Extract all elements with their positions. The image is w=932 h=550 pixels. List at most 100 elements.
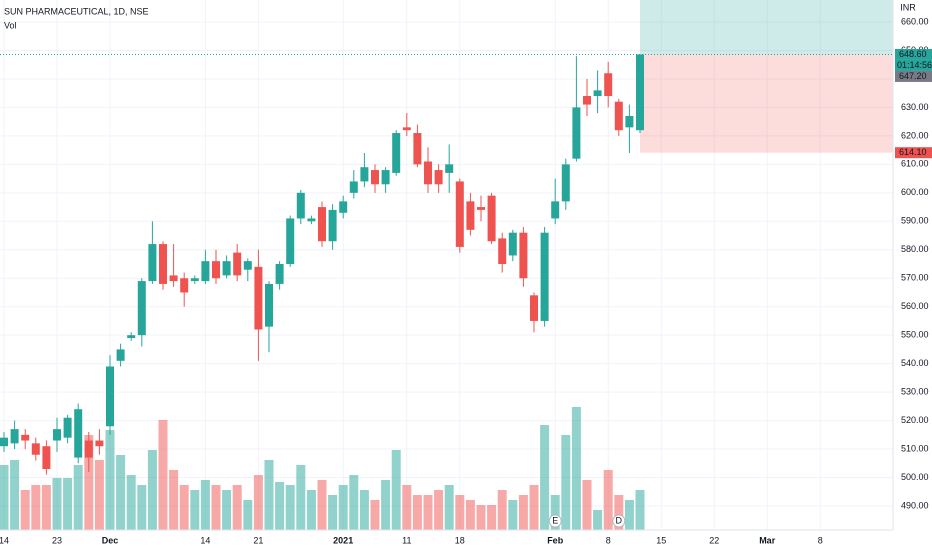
candle-body <box>212 261 220 279</box>
candle-body <box>159 244 167 284</box>
volume-bar <box>190 490 200 530</box>
candle-body <box>551 201 560 219</box>
candle-body <box>371 170 379 185</box>
y-tick-label: 550.00 <box>901 330 929 340</box>
candle-body <box>106 366 114 427</box>
candle-body <box>466 201 475 230</box>
x-tick-label: 8 <box>606 535 611 545</box>
x-tick-label: 15 <box>656 535 666 545</box>
candle-body <box>445 164 454 173</box>
volume-bar <box>116 455 126 530</box>
candle-body <box>360 167 369 182</box>
countdown-label: 01:14:56 <box>897 60 932 70</box>
candle-body <box>0 437 8 447</box>
candle-body <box>583 96 591 105</box>
candle-body <box>381 170 390 185</box>
y-tick-label: 600.00 <box>901 187 929 197</box>
volume-bar <box>137 485 147 530</box>
volume-bar <box>243 500 253 530</box>
price-tag-label: 648.60 <box>899 49 927 59</box>
candle-body <box>614 101 623 131</box>
volume-bar <box>465 500 475 530</box>
candle-body <box>137 281 146 336</box>
y-tick-label: 520.00 <box>901 415 929 425</box>
y-tick-label: 530.00 <box>901 386 929 396</box>
candle-body <box>190 278 199 282</box>
symbol-title: SUN PHARMACEUTICAL, 1D, NSE <box>4 6 149 16</box>
y-tick-label: 580.00 <box>901 244 929 254</box>
candle-body <box>424 161 432 185</box>
volume-bar <box>169 470 179 530</box>
volume-bar <box>349 475 359 530</box>
candle-body <box>318 207 326 242</box>
candle-body <box>286 218 295 264</box>
volume-bar <box>614 495 624 530</box>
candle-body <box>572 107 581 159</box>
candle-body <box>328 209 337 242</box>
volume-bar <box>476 505 486 530</box>
candle-body <box>434 170 443 185</box>
y-tick-label: 610.00 <box>901 159 929 169</box>
volume-bar <box>126 475 136 530</box>
candle-body <box>561 164 570 202</box>
x-tick-label: Feb <box>547 535 564 545</box>
volume-bar <box>84 435 94 530</box>
candle-body <box>498 238 507 264</box>
candle-body <box>455 181 464 247</box>
volume-bar <box>381 480 391 530</box>
volume-bar <box>338 485 348 530</box>
volume-bar <box>306 490 316 530</box>
x-tick-label: 18 <box>455 535 465 545</box>
volume-bar <box>94 460 104 530</box>
event-marker <box>612 514 626 528</box>
candle-body <box>413 133 422 165</box>
event-label: E <box>552 515 558 525</box>
x-tick-label: 14 <box>0 535 9 545</box>
volume-bar <box>635 490 645 530</box>
candle-body <box>540 232 549 321</box>
y-tick-label: 510.00 <box>901 443 929 453</box>
x-tick-label: 14 <box>200 535 210 545</box>
candle-body <box>180 278 189 293</box>
volume-bar <box>328 495 338 530</box>
volume-bar <box>0 465 9 530</box>
x-tick-label: Dec <box>102 535 119 545</box>
volume-bar <box>211 485 221 530</box>
candle-body <box>339 201 348 213</box>
x-tick-label: 11 <box>402 535 411 545</box>
volume-bar <box>41 485 51 530</box>
volume-bar <box>402 485 412 530</box>
candle-body <box>508 232 517 256</box>
volume-bar <box>158 420 168 530</box>
volume-bar <box>529 485 539 530</box>
price-tag-label: 614.10 <box>899 147 927 157</box>
y-tick-label: 620.00 <box>901 130 929 140</box>
price-tag <box>895 48 932 60</box>
x-tick-label: 21 <box>253 535 263 545</box>
y-tick-label: 560.00 <box>901 301 929 311</box>
y-tick-label: 500.00 <box>901 472 929 482</box>
volume-bar <box>232 485 242 530</box>
x-tick-label: 22 <box>709 535 719 545</box>
volume-bar <box>10 460 20 530</box>
candle-body <box>402 127 411 131</box>
volume-label: Vol <box>4 20 17 30</box>
candle-body <box>349 181 358 193</box>
candle-body <box>148 244 157 282</box>
candle-body <box>477 207 485 210</box>
candle-body <box>74 409 83 458</box>
event-marker <box>548 514 562 528</box>
volume-bar <box>317 480 327 530</box>
candle-body <box>169 275 178 282</box>
event-label: D <box>616 515 623 525</box>
x-tick-label: 2021 <box>333 535 353 545</box>
candle-body <box>222 261 231 276</box>
candle-body <box>296 192 305 219</box>
candle-body <box>243 261 252 270</box>
candle-body <box>95 440 104 447</box>
candle-body <box>10 429 19 444</box>
candle-body <box>487 195 496 242</box>
volume-bar <box>624 500 634 530</box>
candle-body <box>254 266 263 330</box>
